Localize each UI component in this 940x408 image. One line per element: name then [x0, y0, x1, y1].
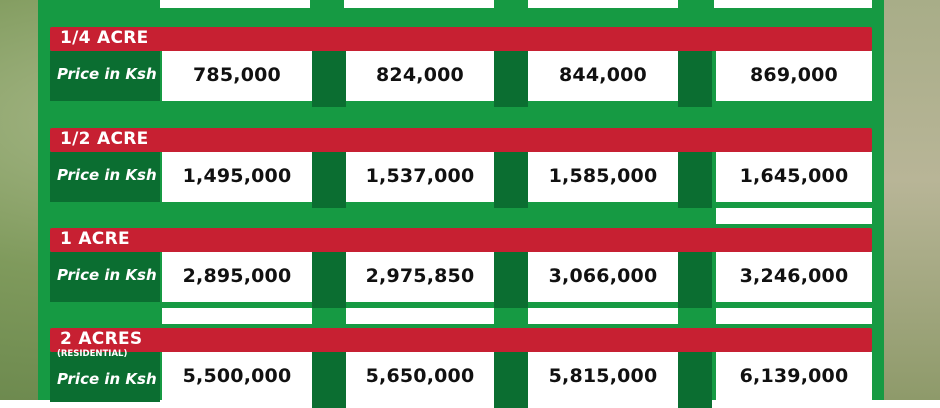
price-cell: 1,645,000	[716, 152, 872, 202]
price-value: 1,585,000	[548, 165, 658, 187]
price-value: 785,000	[193, 64, 281, 86]
price-value: 2,975,850	[365, 265, 475, 287]
price-cell: 5,500,000	[162, 352, 312, 402]
column-divider	[312, 51, 346, 107]
price-cell: 844,000	[528, 51, 678, 101]
price-value: 5,650,000	[365, 365, 475, 387]
price-value: 844,000	[559, 64, 647, 86]
plot-size-band: 2 ACRES	[50, 328, 872, 352]
plot-size-label: 1/2 ACRE	[60, 129, 149, 149]
price-label: Price in Ksh	[57, 266, 157, 284]
price-cell: 2,975,850	[346, 252, 494, 302]
cell-underlay	[716, 208, 872, 224]
price-value: 5,500,000	[182, 365, 292, 387]
price-cell: 869,000	[716, 51, 872, 101]
plot-size-label: 1 ACRE	[60, 229, 130, 249]
price-label: Price in Ksh	[57, 166, 157, 184]
cell-underlay	[528, 308, 678, 324]
column-divider	[312, 252, 346, 308]
plot-size-band: 1 ACRE	[50, 228, 872, 252]
cell-underlay	[346, 308, 494, 324]
price-cell: 2,895,000	[162, 252, 312, 302]
price-cell: 1,537,000	[346, 152, 494, 202]
top-cell	[528, 0, 678, 8]
column-divider	[678, 51, 712, 107]
column-divider	[678, 352, 712, 408]
price-value: 1,645,000	[739, 165, 849, 187]
column-divider	[494, 352, 528, 408]
price-value: 3,066,000	[548, 265, 658, 287]
price-cell: 6,139,000	[716, 352, 872, 402]
price-label-cell: Price in Ksh	[50, 51, 160, 101]
price-cell: 1,495,000	[162, 152, 312, 202]
column-divider	[312, 352, 346, 408]
price-value: 5,815,000	[548, 365, 658, 387]
price-value: 2,895,000	[182, 265, 292, 287]
plot-size-band: 1/2 ACRE	[50, 128, 872, 152]
top-cell	[344, 0, 494, 8]
price-value: 824,000	[376, 64, 464, 86]
price-cell: 3,066,000	[528, 252, 678, 302]
plot-size-note: (RESIDENTIAL)	[57, 349, 128, 359]
price-label-cell: Price in Ksh	[50, 252, 160, 302]
price-cell: 785,000	[162, 51, 312, 101]
cell-underlay	[162, 308, 312, 324]
column-divider	[494, 51, 528, 107]
top-cell	[714, 0, 872, 8]
price-cell: 1,585,000	[528, 152, 678, 202]
price-label-cell: (RESIDENTIAL) Price in Ksh	[50, 349, 160, 402]
cell-underlay	[716, 308, 872, 324]
price-cell: 3,246,000	[716, 252, 872, 302]
plot-size-label: 2 ACRES	[60, 329, 143, 349]
price-label: Price in Ksh	[57, 370, 157, 388]
price-cell: 824,000	[346, 51, 494, 101]
column-divider	[678, 152, 712, 208]
plot-size-label: 1/4 ACRE	[60, 28, 149, 48]
price-label-cell: Price in Ksh	[50, 152, 160, 202]
plot-size-band: 1/4 ACRE	[50, 27, 872, 51]
column-divider	[494, 252, 528, 308]
column-divider	[678, 252, 712, 308]
top-partial-row	[38, 0, 884, 12]
column-divider	[494, 152, 528, 208]
price-value: 3,246,000	[739, 265, 849, 287]
price-cell: 5,815,000	[528, 352, 678, 402]
price-label: Price in Ksh	[57, 65, 157, 83]
price-value: 6,139,000	[739, 365, 849, 387]
price-value: 1,495,000	[182, 165, 292, 187]
price-value: 1,537,000	[365, 165, 475, 187]
price-table: 1/4 ACRE Price in Ksh 785,000 824,000 84…	[38, 0, 884, 408]
column-divider	[312, 152, 346, 208]
price-cell: 5,650,000	[346, 352, 494, 402]
top-cell	[160, 0, 310, 8]
price-value: 869,000	[750, 64, 838, 86]
